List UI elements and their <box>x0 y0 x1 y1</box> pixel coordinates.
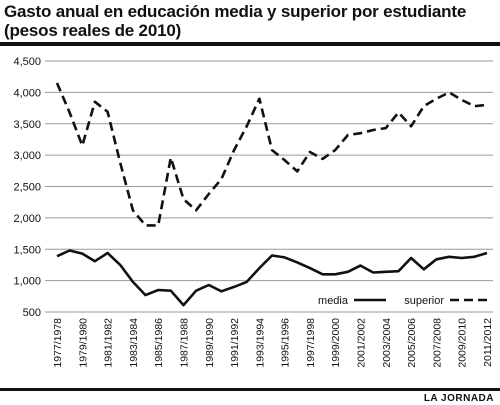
x-tick-label: 1999/2000 <box>330 318 342 368</box>
legend-label-media: media <box>318 295 349 307</box>
x-tick-label: 1995/1996 <box>280 318 292 368</box>
x-tick-label: 2007/2008 <box>431 318 443 368</box>
y-tick-label: 2,500 <box>13 182 41 194</box>
x-tick-label: 1987/1988 <box>178 318 190 368</box>
series-lines <box>55 82 488 307</box>
x-tick-label: 1983/1984 <box>128 318 140 368</box>
x-tick-label: 1985/1986 <box>153 318 165 368</box>
x-axis: 1977/1978 1979/1980 1981/1982 1983/1984 1985… <box>52 318 494 368</box>
x-tick-label: 2005/2006 <box>406 318 418 368</box>
legend: media superior <box>318 295 490 307</box>
x-tick-label: 2011/2012 <box>482 318 494 367</box>
x-tick-label: 1997/1998 <box>305 318 317 368</box>
x-tick-label: 1979/1980 <box>77 318 89 368</box>
x-tick-label: 1991/1992 <box>229 318 241 368</box>
x-tick-label: 1981/1982 <box>103 318 115 368</box>
y-tick-label: 1,000 <box>13 276 41 288</box>
chart-title: Gasto anual en educación media y superio… <box>4 2 467 40</box>
x-tick-label: 2001/2002 <box>356 318 368 368</box>
x-tick-label: 1977/1978 <box>52 318 64 368</box>
x-tick-label: 2009/2010 <box>457 318 469 368</box>
legend-label-superior: superior <box>404 295 444 307</box>
y-tick-label: 4,000 <box>13 87 41 99</box>
y-tick-label: 1,500 <box>13 244 41 256</box>
grid-lines <box>45 60 493 313</box>
line-chart: 4,500 4,000 3,500 3,000 2,500 2,000 1,500 1,000… <box>13 56 494 368</box>
x-tick-label: 1993/1994 <box>254 318 266 368</box>
top-rule <box>0 42 500 46</box>
series-line-media <box>56 249 488 307</box>
y-axis: 4,500 4,000 3,500 3,000 2,500 2,000 1,500 1,000… <box>13 56 41 319</box>
y-tick-label: 2,000 <box>13 213 41 225</box>
series-line-superior <box>55 82 488 227</box>
y-tick-label: 3,500 <box>13 119 41 131</box>
credit-label: LA JORNADA <box>423 393 494 404</box>
y-tick-label: 4,500 <box>13 56 41 68</box>
y-tick-label: 3,000 <box>13 150 41 162</box>
x-tick-label: 1989/1990 <box>204 318 216 368</box>
bottom-rule <box>0 388 500 391</box>
y-tick-label: 500 <box>23 307 41 319</box>
x-tick-label: 2003/2004 <box>381 318 393 368</box>
